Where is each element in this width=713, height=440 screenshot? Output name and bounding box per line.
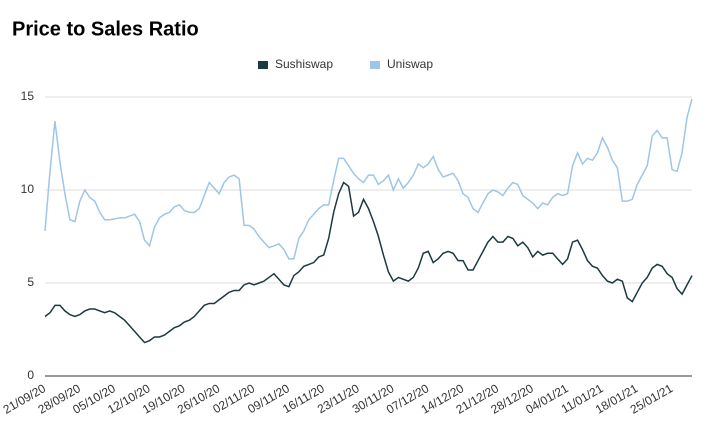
legend-swatch [258,61,268,69]
chart-title: Price to Sales Ratio [12,18,199,40]
legend-label: Uniswap [387,57,433,71]
legend-swatch [370,61,380,69]
y-tick-label: 5 [27,275,34,289]
series-line [44,181,693,344]
y-tick-label: 10 [21,182,35,196]
legend-label: Sushiswap [275,57,333,71]
y-tick-label: 15 [21,89,35,103]
series-line [44,98,693,260]
y-tick-label: 0 [27,368,34,382]
